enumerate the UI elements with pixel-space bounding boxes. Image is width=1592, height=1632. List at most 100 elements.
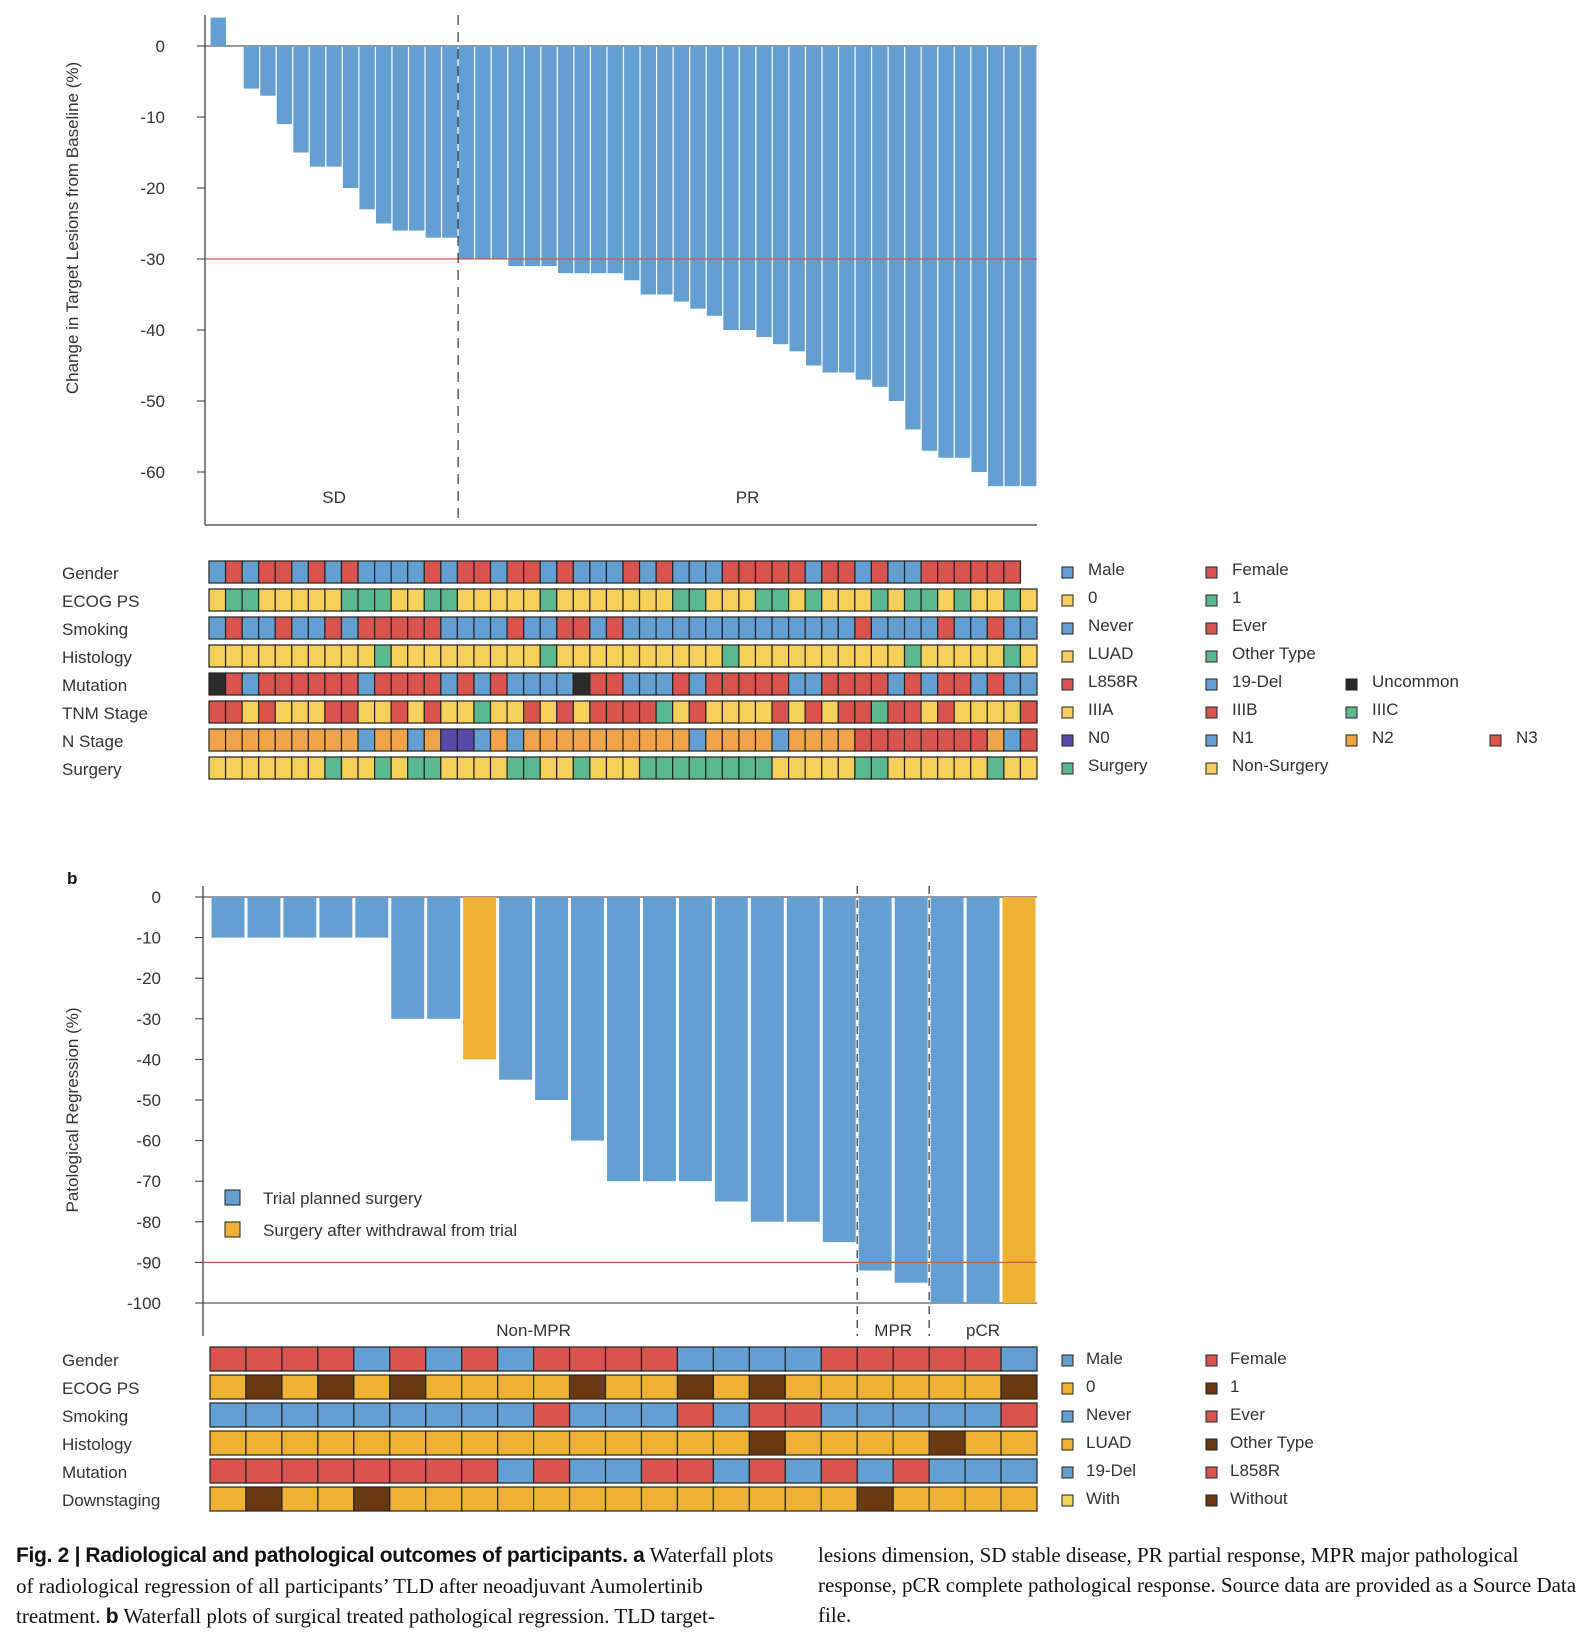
heatmap-a-legend-label: 1 xyxy=(1232,588,1241,607)
heatmap-a-cell xyxy=(390,700,409,724)
heatmap-b-cell xyxy=(676,1486,714,1512)
bar-a xyxy=(806,46,822,366)
heatmap-a-cell xyxy=(738,672,757,696)
heatmap-a-cell xyxy=(241,700,260,724)
heatmap-b-cell xyxy=(604,1402,643,1428)
heatmap-b-cell xyxy=(245,1346,283,1372)
heatmap-a-legend-swatch xyxy=(1345,734,1358,747)
heatmap-a-cell xyxy=(407,644,425,668)
heatmap-a-cell xyxy=(572,644,591,668)
heatmap-b-cell xyxy=(928,1402,966,1428)
heatmap-b-cell xyxy=(353,1374,391,1400)
heatmap-a-cell xyxy=(920,616,939,640)
heatmap-b-cell xyxy=(568,1430,607,1456)
bar-b xyxy=(499,897,533,1080)
heatmap-a-row-label: Mutation xyxy=(62,676,127,695)
y-tick-label-a: -30 xyxy=(140,250,165,269)
heatmap-a-cell xyxy=(705,672,723,696)
heatmap-a-cell xyxy=(324,644,343,668)
heatmap-a-cell xyxy=(804,560,823,584)
heatmap-b-cell xyxy=(676,1458,714,1484)
heatmap-a-cell xyxy=(324,728,343,752)
heatmap-a-cell xyxy=(390,616,409,640)
bar-a xyxy=(1004,46,1020,487)
heatmap-a-legend-label: IIIB xyxy=(1232,700,1258,719)
heatmap-a-cell xyxy=(456,616,475,640)
heatmap-a-cell xyxy=(307,672,326,696)
heatmap-a-cell xyxy=(523,560,541,584)
bar-a xyxy=(425,46,441,238)
heatmap-a-cell xyxy=(837,672,856,696)
heatmap-a-cell xyxy=(705,700,723,724)
heatmap-b-cell xyxy=(461,1458,499,1484)
heatmap-a-cell xyxy=(473,700,492,724)
heatmap-a-cell xyxy=(887,588,906,612)
heatmap-a-cell xyxy=(291,756,309,780)
heatmap-a-cell xyxy=(821,700,839,724)
heatmap-a-cell xyxy=(589,560,608,584)
heatmap-a-row-label: Smoking xyxy=(62,620,128,639)
heatmap-a-cell xyxy=(1019,672,1038,696)
heatmap-a-cell xyxy=(821,560,839,584)
heatmap-a-cell xyxy=(953,616,972,640)
heatmap-a-cell xyxy=(854,728,873,752)
heatmap-a-cell xyxy=(970,728,988,752)
heatmap-a-legend-swatch xyxy=(1205,706,1218,719)
heatmap-a-row-label: ECOG PS xyxy=(62,592,139,611)
y-tick-label-b: -70 xyxy=(136,1172,161,1191)
heatmap-a-cell xyxy=(622,616,641,640)
heatmap-b-cell xyxy=(640,1374,679,1400)
heatmap-a-cell xyxy=(986,588,1005,612)
heatmap-a-cell xyxy=(506,700,525,724)
heatmap-a-cell xyxy=(970,672,988,696)
heatmap-b-cell xyxy=(1000,1346,1038,1372)
heatmap-a-cell xyxy=(224,560,243,584)
heatmap-a-cell xyxy=(605,672,624,696)
heatmap-b-cell xyxy=(892,1430,930,1456)
heatmap-a-cell xyxy=(655,728,674,752)
caption-fig-label: Fig. 2 | xyxy=(16,1544,81,1567)
heatmap-a-cell xyxy=(903,560,922,584)
heatmap-a-cell xyxy=(672,672,690,696)
heatmap-b-cell xyxy=(497,1430,535,1456)
heatmap-a-cell xyxy=(705,728,723,752)
heatmap-a-legend-swatch xyxy=(1345,678,1358,691)
heatmap-a-cell xyxy=(539,588,558,612)
heatmap-a-cell xyxy=(423,616,442,640)
heatmap-b-cell xyxy=(748,1430,786,1456)
heatmap-a-cell xyxy=(489,616,508,640)
heatmap-a-cell xyxy=(887,728,906,752)
heatmap-a-cell xyxy=(423,588,442,612)
heatmap-a-cell xyxy=(440,756,458,780)
bar-b xyxy=(930,897,964,1303)
heatmap-b-cell xyxy=(892,1346,930,1372)
heatmap-a-cell xyxy=(374,644,392,668)
heatmap-b-cell xyxy=(964,1430,1002,1456)
heatmap-a-cell xyxy=(241,672,260,696)
caption-right-text: lesions dimension, SD stable disease, PR… xyxy=(818,1543,1577,1627)
heatmap-b-cell xyxy=(1000,1430,1038,1456)
heatmap-a-cell xyxy=(407,588,425,612)
heatmap-b-legend-swatch xyxy=(1205,1354,1218,1367)
bar-a xyxy=(574,46,590,274)
heatmap-a-legend-label: Surgery xyxy=(1088,756,1148,775)
heatmap-a-cell xyxy=(721,672,740,696)
heatmap-a-cell xyxy=(738,728,757,752)
heatmap-b-cell xyxy=(317,1430,355,1456)
heatmap-b-cell xyxy=(461,1374,499,1400)
heatmap-a-cell xyxy=(804,728,823,752)
heatmap-a-cell xyxy=(539,616,558,640)
heatmap-a-cell xyxy=(572,616,591,640)
heatmap-b-cell xyxy=(784,1374,822,1400)
heatmap-b-cell xyxy=(676,1430,714,1456)
bar-a xyxy=(690,46,706,309)
heatmap-a-cell xyxy=(423,560,442,584)
heatmap-a-cell xyxy=(622,644,641,668)
heatmap-a-cell xyxy=(920,644,939,668)
bar-a xyxy=(458,46,475,259)
heatmap-b-cell xyxy=(928,1486,966,1512)
heatmap-a-legend-label: N2 xyxy=(1372,728,1394,747)
heatmap-a-cell xyxy=(291,700,309,724)
heatmap-b-legend-label: 1 xyxy=(1230,1377,1239,1396)
heatmap-b-cell xyxy=(497,1346,535,1372)
